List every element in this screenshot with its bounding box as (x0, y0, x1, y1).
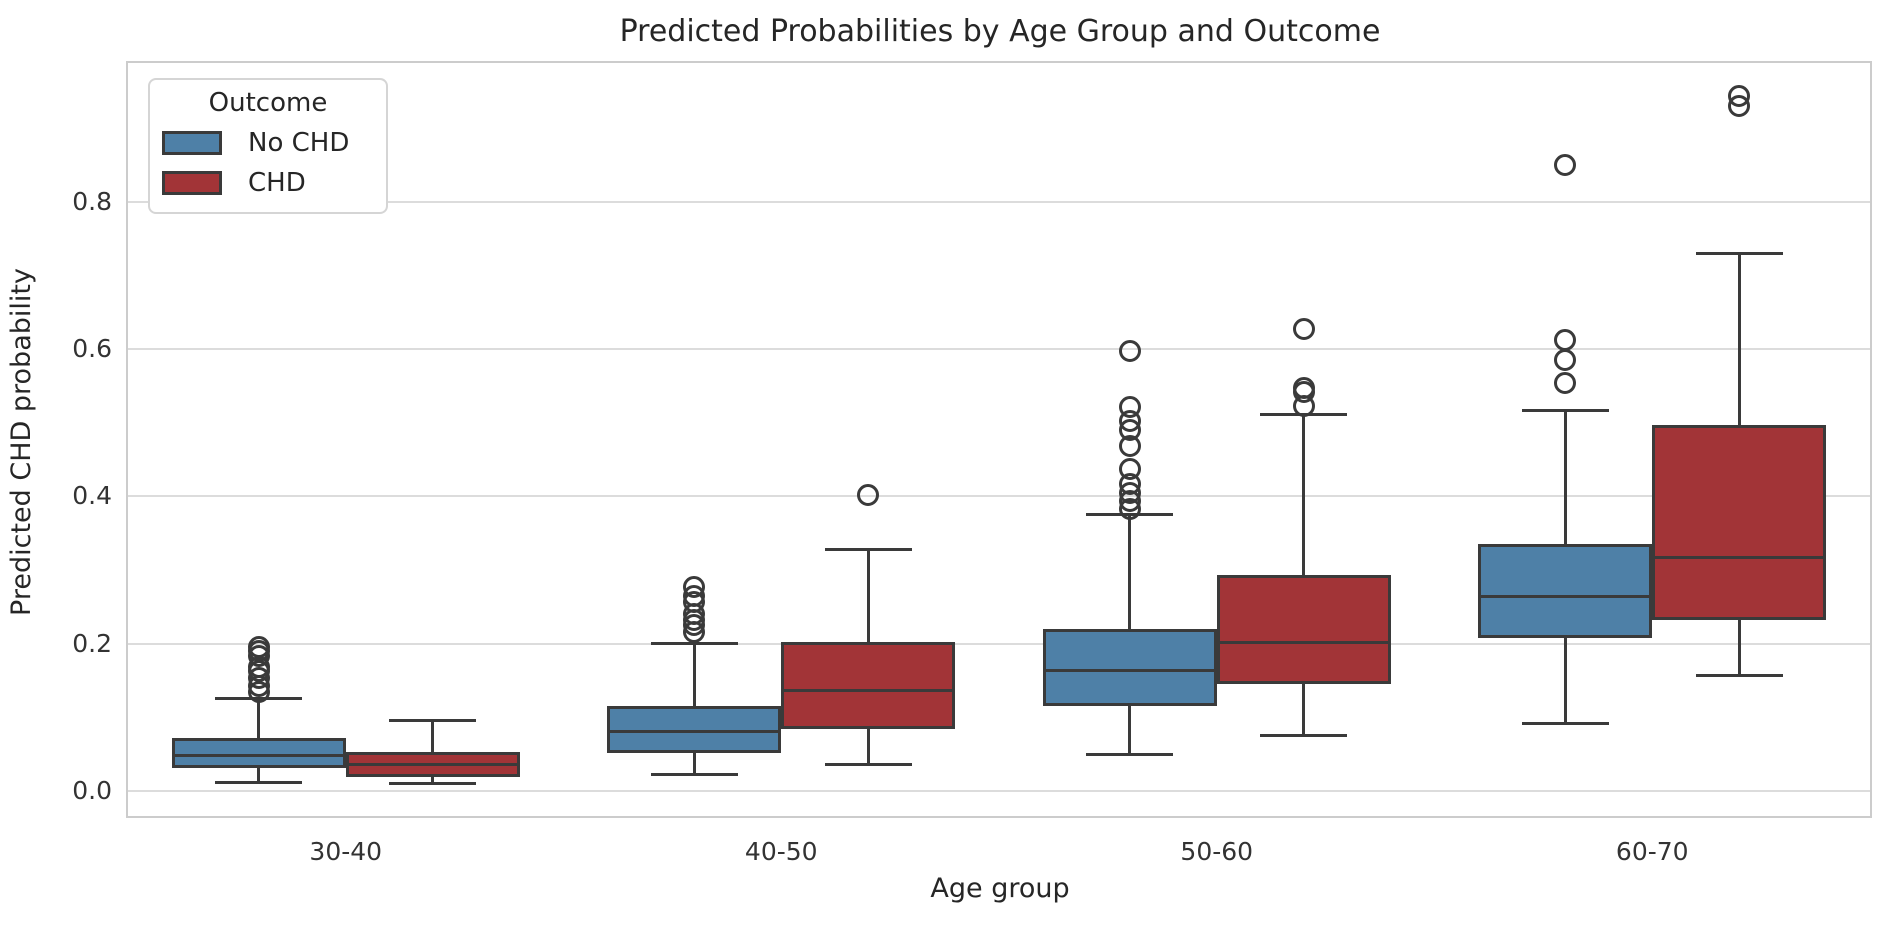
whisker-cap (215, 780, 303, 784)
whisker-cap (1521, 409, 1609, 413)
whisker-lower (866, 729, 870, 765)
plot-area (126, 61, 1872, 818)
whisker-lower (257, 768, 261, 783)
outlier-point (1728, 85, 1751, 108)
whisker-cap (1521, 722, 1609, 726)
gridline (128, 200, 1870, 203)
y-tick-label: 0.2 (72, 628, 112, 658)
whisker-cap (1086, 752, 1174, 756)
median-line (1045, 669, 1214, 673)
outlier-point (1554, 154, 1577, 177)
outlier-point (1118, 457, 1141, 480)
legend: Outcome No CHD CHD (148, 78, 388, 214)
whisker-cap (389, 719, 477, 723)
boxplot-box (781, 642, 956, 730)
whisker-lower (1563, 638, 1567, 724)
whisker-upper (866, 549, 870, 643)
outlier-point (1554, 329, 1577, 352)
median-line (610, 729, 779, 733)
whisker-upper (1302, 414, 1306, 576)
outlier-point (683, 575, 706, 598)
y-tick-label: 0.6 (72, 333, 112, 363)
legend-label: No CHD (248, 128, 350, 158)
whisker-upper (431, 720, 435, 752)
legend-label: CHD (248, 168, 306, 198)
median-line (1655, 555, 1824, 559)
outlier-point (1118, 396, 1141, 419)
outlier-point (857, 483, 880, 506)
gridline (128, 347, 1870, 350)
legend-swatch (162, 131, 222, 155)
whisker-lower (1128, 706, 1132, 755)
whisker-lower (431, 776, 435, 784)
whisker-upper (1563, 410, 1567, 545)
median-line (784, 689, 953, 693)
whisker-cap (1260, 734, 1348, 738)
chart-title: Predicted Probabilities by Age Group and… (619, 14, 1381, 49)
outlier-point (1292, 317, 1315, 340)
y-tick-label: 0.8 (72, 186, 112, 216)
outlier-point (247, 635, 270, 658)
whisker-upper (1128, 514, 1132, 629)
outlier-point (1292, 376, 1315, 399)
boxplot-box (1652, 424, 1827, 620)
legend-entry: CHD (162, 168, 376, 198)
outlier-point (1554, 371, 1577, 394)
whisker-upper (692, 643, 696, 707)
boxplot-box (1216, 575, 1391, 685)
outlier-point (1554, 348, 1577, 371)
x-axis-label: Age group (930, 873, 1070, 904)
gridline (128, 789, 1870, 792)
whisker-lower (1737, 620, 1741, 676)
gridline (128, 495, 1870, 498)
whisker-cap (824, 547, 912, 551)
boxplot-box (1478, 544, 1653, 639)
whisker-upper (1737, 253, 1741, 425)
gridline (128, 642, 1870, 645)
boxplot-box (171, 737, 346, 769)
whisker-cap (824, 762, 912, 766)
median-line (174, 754, 343, 758)
whisker-cap (389, 782, 477, 786)
whisker-cap (1695, 673, 1783, 677)
legend-entries: No CHD CHD (160, 128, 376, 198)
legend-swatch (162, 171, 222, 195)
legend-entry: No CHD (162, 128, 376, 158)
y-tick-label: 0.4 (72, 481, 112, 511)
whisker-cap (650, 642, 738, 646)
legend-title: Outcome (208, 88, 328, 118)
outlier-point (1118, 340, 1141, 363)
x-tick-label: 40-50 (744, 837, 818, 866)
whisker-upper (257, 698, 261, 738)
whisker-lower (692, 752, 696, 775)
y-tick-label: 0.0 (72, 775, 112, 805)
median-line (348, 762, 517, 766)
x-tick-label: 50-60 (1180, 837, 1254, 866)
median-line (1219, 641, 1388, 645)
y-axis-label: Predicted CHD probability (6, 268, 37, 616)
x-tick-label: 60-70 (1615, 837, 1689, 866)
x-tick-label: 30-40 (309, 837, 383, 866)
whisker-cap (650, 773, 738, 777)
median-line (1481, 594, 1650, 598)
whisker-lower (1302, 684, 1306, 736)
whisker-cap (1695, 252, 1783, 256)
boxplot-box (607, 706, 782, 753)
boxplot-box (1042, 628, 1217, 707)
